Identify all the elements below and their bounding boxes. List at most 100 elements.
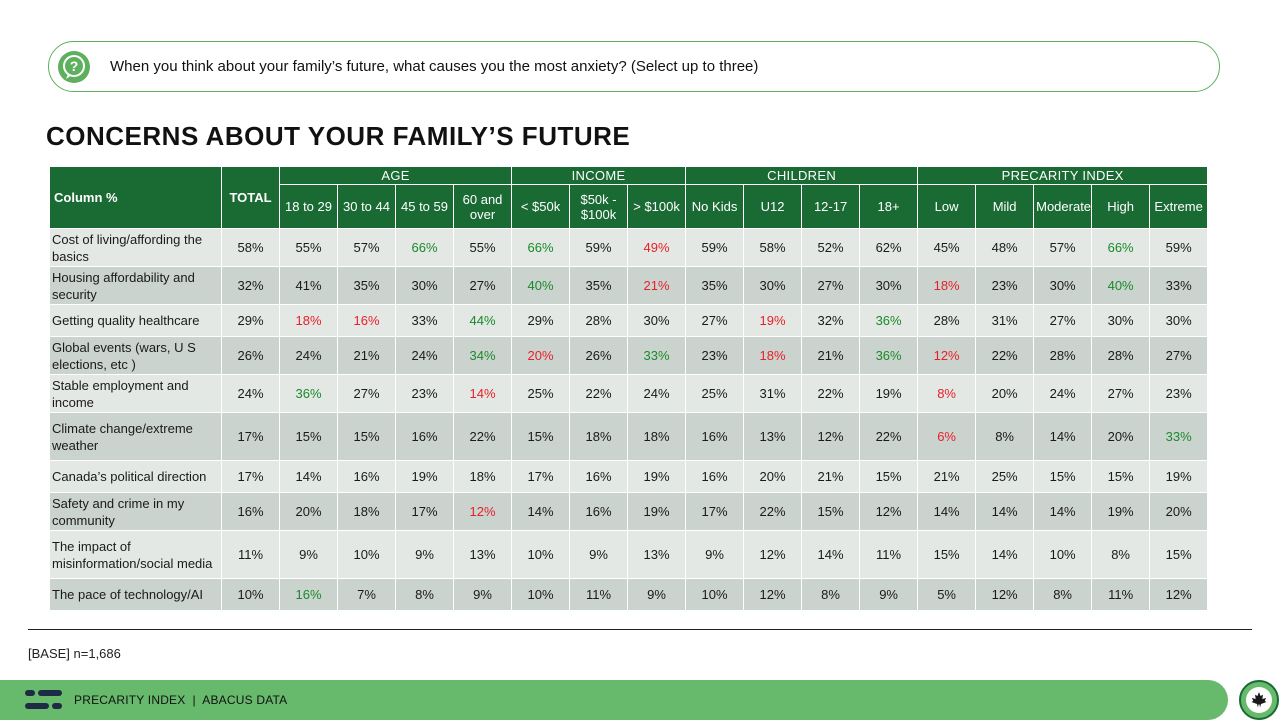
value-cell: 19% — [395, 460, 454, 493]
value-cell: 59% — [685, 228, 745, 267]
value-cell: 23% — [685, 336, 745, 375]
value-cell: 19% — [627, 492, 687, 531]
svg-text:?: ? — [70, 58, 79, 74]
value-cell: 30% — [395, 266, 454, 305]
table-row: The impact of misinformation/social medi… — [49, 530, 1266, 579]
value-cell: 40% — [1091, 266, 1151, 305]
value-cell: 11% — [1091, 578, 1151, 611]
value-cell: 24% — [395, 336, 454, 375]
value-cell: 15% — [1033, 460, 1093, 493]
row-label: Safety and crime in my community — [49, 492, 222, 531]
value-cell: 12% — [743, 578, 803, 611]
value-cell: 62% — [859, 228, 919, 267]
value-cell: 66% — [395, 228, 454, 267]
column-header: 30 to 44 — [337, 184, 396, 229]
row-label: Housing affordability and security — [49, 266, 222, 305]
value-cell: 14% — [1033, 492, 1093, 531]
value-cell: 18% — [337, 492, 396, 531]
value-cell: 16% — [569, 460, 629, 493]
table-row: Stable employment and income 24% 36% 27% 23%… — [49, 374, 1266, 413]
value-cell: 14% — [801, 530, 861, 579]
value-cell: 27% — [801, 266, 861, 305]
value-cell: 25% — [685, 374, 745, 413]
value-cell: 23% — [975, 266, 1035, 305]
value-cell: 57% — [337, 228, 396, 267]
total-value-cell: 10% — [221, 578, 280, 611]
value-cell: 17% — [685, 492, 745, 531]
value-cell: 14% — [452, 374, 513, 413]
value-cell: 33% — [627, 336, 687, 375]
value-cell: 24% — [279, 336, 338, 375]
table-row: The pace of technology/AI 10% 16% 7% 8% 9% 10%… — [49, 578, 1266, 611]
value-cell: 19% — [627, 460, 687, 493]
value-cell: 14% — [975, 492, 1035, 531]
value-cell: 55% — [452, 228, 513, 267]
table-row: Climate change/extreme weather 17% 15% 15% 1… — [49, 412, 1266, 461]
total-value-cell: 26% — [221, 336, 280, 375]
value-cell: 15% — [1091, 460, 1151, 493]
column-header: 45 to 59 — [395, 184, 454, 229]
value-cell: 35% — [685, 266, 745, 305]
value-cell: 15% — [801, 492, 861, 531]
value-cell: 9% — [452, 578, 513, 611]
value-cell: 24% — [627, 374, 687, 413]
value-cell: 9% — [279, 530, 338, 579]
value-cell: 14% — [1033, 412, 1093, 461]
value-cell: 16% — [337, 304, 396, 337]
question-bubble-icon: ? — [58, 51, 90, 83]
value-cell: 57% — [1033, 228, 1093, 267]
group-header-row: Column % TOTAL AGE INCOME CHILDREN PRECA… — [49, 166, 1266, 229]
value-cell: 18% — [452, 460, 513, 493]
value-cell: 27% — [1091, 374, 1151, 413]
value-cell: 7% — [337, 578, 396, 611]
column-header: Moderate — [1033, 184, 1093, 229]
value-cell: 59% — [1149, 228, 1209, 267]
sub-header-row: 18 to 29 30 to 44 45 to 59 60 and over < $50… — [50, 184, 1266, 229]
value-cell: 33% — [395, 304, 454, 337]
group-header-precarity: PRECARITY INDEX — [917, 166, 1209, 185]
value-cell: 36% — [279, 374, 338, 413]
value-cell: 28% — [1091, 336, 1151, 375]
value-cell: 9% — [395, 530, 454, 579]
value-cell: 12% — [917, 336, 977, 375]
total-value-cell: 58% — [221, 228, 280, 267]
total-value-cell: 29% — [221, 304, 280, 337]
column-header: Low — [917, 184, 977, 229]
value-cell: 58% — [743, 228, 803, 267]
value-cell: 27% — [452, 266, 513, 305]
row-label: Canada’s political direction — [49, 460, 222, 493]
value-cell: 18% — [569, 412, 629, 461]
value-cell: 23% — [395, 374, 454, 413]
value-cell: 16% — [337, 460, 396, 493]
column-header: Mild — [975, 184, 1035, 229]
value-cell: 36% — [859, 336, 919, 375]
value-cell: 15% — [1149, 530, 1209, 579]
value-cell: 44% — [452, 304, 513, 337]
value-cell: 13% — [743, 412, 803, 461]
value-cell: 15% — [279, 412, 338, 461]
corner-label: Column % — [49, 166, 222, 229]
value-cell: 9% — [685, 530, 745, 579]
total-value-cell: 17% — [221, 460, 280, 493]
value-cell: 24% — [1033, 374, 1093, 413]
total-value-cell: 32% — [221, 266, 280, 305]
value-cell: 12% — [1149, 578, 1209, 611]
value-cell: 6% — [917, 412, 977, 461]
value-cell: 31% — [743, 374, 803, 413]
value-cell: 30% — [743, 266, 803, 305]
value-cell: 8% — [1033, 578, 1093, 611]
value-cell: 25% — [511, 374, 571, 413]
value-cell: 28% — [569, 304, 629, 337]
table-row: Canada’s political direction 17% 14% 16% 19%… — [49, 460, 1266, 493]
value-cell: 17% — [511, 460, 571, 493]
value-cell: 27% — [337, 374, 396, 413]
value-cell: 17% — [395, 492, 454, 531]
value-cell: 20% — [511, 336, 571, 375]
value-cell: 21% — [917, 460, 977, 493]
value-cell: 21% — [337, 336, 396, 375]
value-cell: 19% — [743, 304, 803, 337]
row-label: The impact of misinformation/social medi… — [49, 530, 222, 579]
value-cell: 28% — [1033, 336, 1093, 375]
column-header: 60 and over — [452, 184, 513, 229]
value-cell: 30% — [1033, 266, 1093, 305]
